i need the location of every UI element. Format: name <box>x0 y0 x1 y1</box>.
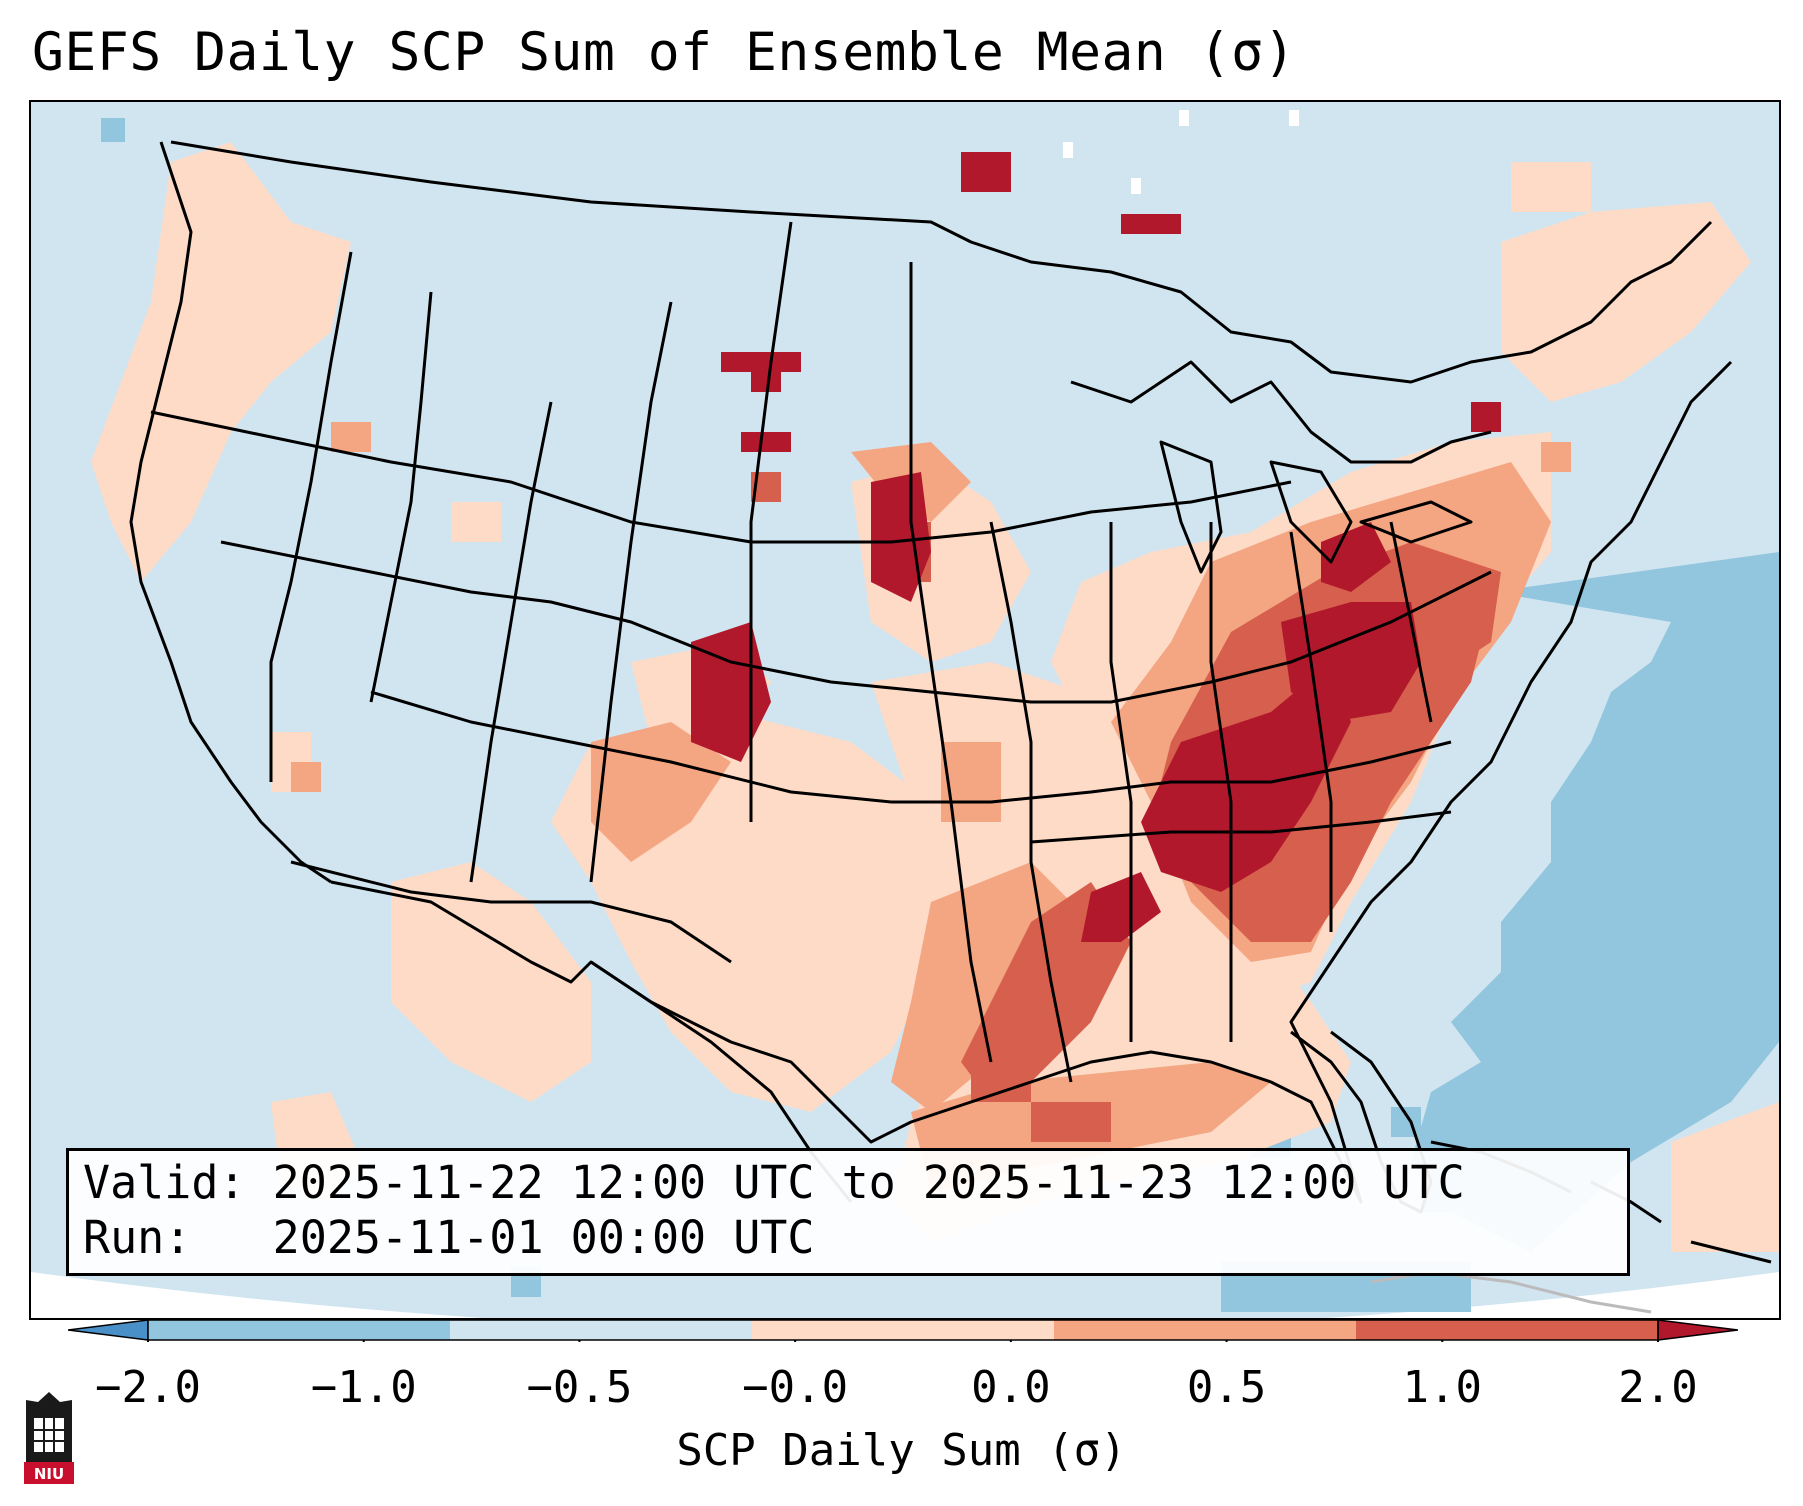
colorbar-tick-label: 2.0 <box>1618 1362 1698 1413</box>
colorbar-segment <box>450 1320 753 1340</box>
colorbar-segment <box>1356 1320 1659 1340</box>
colorbar-tick-label: −0.5 <box>526 1362 633 1413</box>
valid-time-text: Valid: 2025-11-22 12:00 UTC to 2025-11-2… <box>83 1156 1465 1209</box>
chart-title: GEFS Daily SCP Sum of Ensemble Mean (σ) <box>32 22 1296 83</box>
run-time-text: Run: 2025-11-01 00:00 UTC <box>83 1211 815 1264</box>
colorbar-segments <box>68 1319 1738 1342</box>
colorbar-outline <box>147 1319 1659 1341</box>
validity-info-box: Valid: 2025-11-22 12:00 UTC to 2025-11-2… <box>66 1148 1630 1276</box>
colorbar-tick-label: −1.0 <box>310 1362 417 1413</box>
colorbar <box>68 1319 1738 1342</box>
missing-data-cells <box>1063 110 1299 194</box>
colorbar-tick-label: −0.0 <box>742 1362 849 1413</box>
niu-logo: NIU <box>24 1392 74 1484</box>
colorbar-tick-label: 0.0 <box>971 1362 1051 1413</box>
projection-edge <box>31 1272 1779 1318</box>
colorbar-label: SCP Daily Sum (σ) <box>676 1425 1127 1476</box>
map-canvas <box>31 102 1779 1318</box>
logo-text: NIU <box>34 1465 64 1483</box>
colorbar-tick-label: 1.0 <box>1402 1362 1483 1413</box>
colorbar-tick-label: 0.5 <box>1186 1362 1267 1413</box>
map-panel <box>29 100 1781 1320</box>
colorbar-extend-low <box>68 1319 149 1341</box>
colorbar-segment <box>752 1320 1055 1340</box>
colorbar-segment <box>148 1320 451 1340</box>
colorbar-segment <box>1054 1320 1357 1340</box>
colorbar-tick-label: −2.0 <box>95 1362 201 1413</box>
colorbar-extend-high <box>1657 1319 1738 1341</box>
